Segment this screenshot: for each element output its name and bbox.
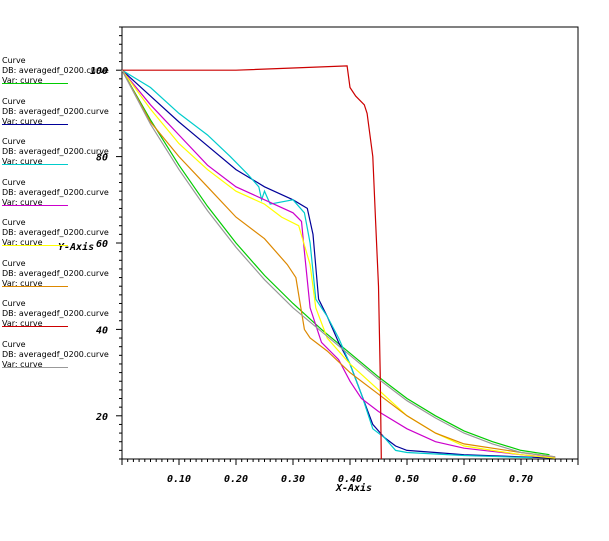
- x-tick-label: 0.60: [452, 474, 476, 485]
- tick-labels: 0.10 0.20 0.30 0.40 0.50 0.60 0.70 20 40 60 80 100: [90, 66, 533, 485]
- plot-frame: [121, 26, 579, 460]
- series-line-1: [121, 69, 550, 456]
- x-axis-label: X-Axis: [335, 482, 372, 494]
- series-line-4: [121, 69, 556, 459]
- y-tick-label: 40: [96, 325, 108, 336]
- y-axis-label: Y-Axis: [58, 241, 94, 253]
- y-tick-label: 80: [96, 153, 108, 164]
- series-line-8: [121, 69, 556, 458]
- y-tick-label: 20: [95, 412, 108, 423]
- y-tick-label: 100: [90, 66, 108, 77]
- series-line-6: [121, 69, 556, 458]
- x-tick-label: 0.20: [224, 474, 248, 485]
- axis-ticks: [116, 26, 579, 465]
- x-tick-label: 0.10: [167, 474, 191, 485]
- series-lines: [121, 65, 556, 460]
- y-tick-label: 60: [96, 239, 108, 250]
- series-line-7: [122, 65, 382, 460]
- x-tick-label: 0.30: [281, 474, 305, 485]
- series-line-3: [121, 69, 533, 459]
- series-line-2: [121, 69, 556, 459]
- x-tick-label: 0.70: [509, 474, 533, 485]
- x-tick-label: 0.50: [395, 474, 419, 485]
- x-tick-label: 0.40: [338, 474, 362, 485]
